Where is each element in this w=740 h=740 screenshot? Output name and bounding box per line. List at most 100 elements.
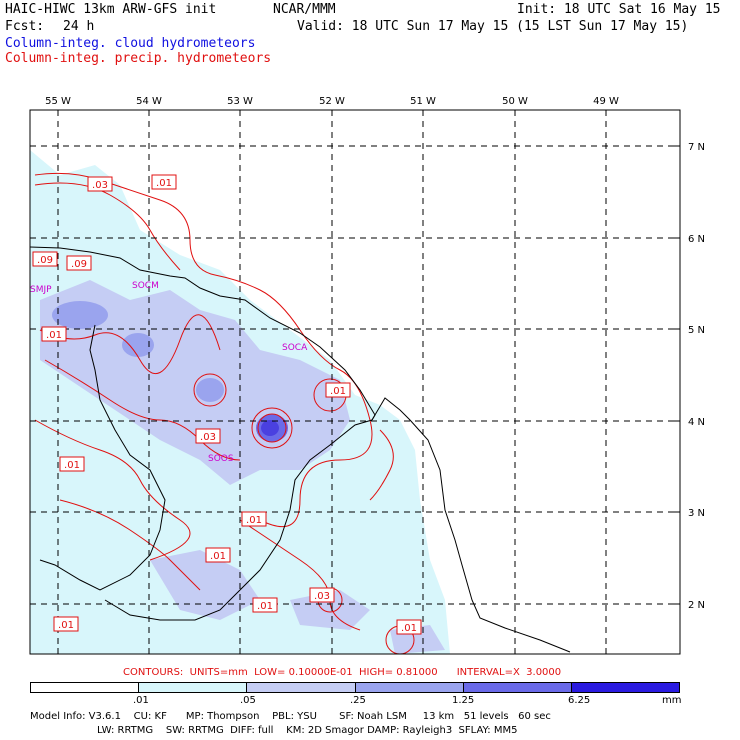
lat-label-4n: 4 N: [688, 417, 705, 428]
border-line: [39, 324, 166, 591]
colorbar-bin-4: [354, 683, 463, 692]
fcst-value: 24 h: [63, 19, 95, 34]
contour-label-text: .01: [58, 620, 74, 631]
precip-contour: [59, 499, 201, 591]
lat-label-2n: 2 N: [688, 600, 705, 611]
contour-label: .09: [32, 251, 58, 267]
precip-contour: [44, 359, 241, 461]
colorbar-tick: .25: [350, 695, 366, 706]
contour-label: .01: [252, 597, 278, 613]
contour-label: .01: [205, 547, 231, 563]
init-time: Init: 18 UTC Sat 16 May 15: [517, 2, 721, 17]
contour-label-box: [87, 176, 113, 192]
contour-label: .01: [325, 382, 351, 398]
org-label: NCAR/MMM: [273, 2, 336, 17]
border-line: [104, 419, 373, 621]
field-precip-title: Column-integ. precip. hydrometeors: [5, 51, 272, 66]
lat-label-6n: 6 N: [688, 234, 705, 245]
cloud-shade-core-1: [52, 301, 108, 329]
contour-label-box: [151, 174, 177, 190]
contour-label: .01: [241, 511, 267, 527]
lon-label-52w: 52 W: [319, 96, 345, 107]
contour-label-box: [32, 251, 58, 267]
station-soos: SOOS: [208, 454, 234, 464]
coastline: [30, 246, 376, 421]
colorbar-tick: 6.25: [568, 695, 591, 706]
contour-label-box: [53, 616, 79, 632]
precip-contour-ring: [193, 373, 227, 407]
contour-label: .01: [396, 619, 422, 635]
contour-label: .01: [41, 326, 67, 342]
station-soca: SOCA: [282, 343, 308, 353]
colorbar-tick: 1.25: [452, 695, 475, 706]
model-title: HAIC-HIWC 13km ARW-GFS init: [5, 2, 217, 17]
precip-contour-ring: [251, 407, 293, 449]
lon-label-54w: 54 W: [136, 96, 162, 107]
contour-label-text: .01: [46, 330, 62, 341]
contour-label-text: .01: [330, 386, 346, 397]
colorbar-unit: mm: [662, 695, 682, 706]
precip-contours: [34, 172, 415, 654]
model-info-line1: Model Info: V3.6.1 CU: KF MP: Thompson P…: [30, 711, 551, 722]
field-cloud-title: Column-integ. cloud hydrometeors: [5, 36, 256, 51]
contour-label-text: .03: [200, 432, 216, 443]
lon-label-50w: 50 W: [502, 96, 528, 107]
precip-contour: [369, 429, 394, 501]
colorbar-tick: .05: [240, 695, 256, 706]
precip-contour: [239, 519, 361, 631]
contour-label: .01: [151, 174, 177, 190]
contour-label: .03: [87, 176, 113, 192]
contour-info: CONTOURS: UNITS=mm LOW= 0.10000E-01 HIGH…: [123, 667, 562, 678]
contour-label: .01: [59, 456, 85, 472]
precip-contour: [34, 182, 181, 271]
contour-label-box: [41, 326, 67, 342]
precip-contour: [39, 314, 221, 374]
contour-label-box: [396, 619, 422, 635]
precip-contour: [34, 419, 191, 561]
coastline: [371, 397, 571, 653]
colorbar-bin-3: [246, 683, 355, 692]
cloud-shade-core-3: [196, 378, 224, 402]
contour-label-box: [66, 255, 92, 271]
lon-label-51w: 51 W: [410, 96, 436, 107]
contour-label-text: .09: [71, 259, 87, 270]
contour-label-text: .01: [210, 551, 226, 562]
valid-time: Valid: 18 UTC Sun 17 May 15 (15 LST Sun …: [297, 19, 689, 34]
contour-label-box: [309, 587, 335, 603]
lon-label-53w: 53 W: [227, 96, 253, 107]
cloud-shade-core-2: [122, 333, 154, 357]
map-frame: [29, 109, 681, 655]
contour-label-text: .09: [37, 255, 53, 266]
contour-label-box: [195, 428, 221, 444]
contour-label-box: [241, 511, 267, 527]
colorbar-bin-6: [570, 683, 680, 692]
coastlines: [30, 246, 571, 653]
colorbar: [30, 682, 680, 693]
colorbar-tick: .01: [133, 695, 149, 706]
precip-contour-ring: [257, 413, 287, 443]
colorbar-bin-2: [138, 683, 247, 692]
contour-label: .03: [195, 428, 221, 444]
lat-label-5n: 5 N: [688, 325, 705, 336]
contour-label-text: .01: [257, 601, 273, 612]
contour-label-text: .01: [246, 515, 262, 526]
contour-labels: .03 .01 .09 .09 .01 .01 .03 .01 .01 .01 .01 .03 .01.…: [32, 174, 422, 635]
cloud-shade-light-2: [30, 180, 70, 250]
fcst-label: Fcst:: [5, 19, 45, 34]
station-socm: SOCM: [132, 281, 159, 291]
contour-label-text: .03: [92, 180, 108, 191]
model-info-line2: LW: RRTMG SW: RRTMG DIFF: full KM: 2D Sm…: [97, 725, 518, 736]
contour-label-box: [252, 597, 278, 613]
contour-label-text: .01: [401, 623, 417, 634]
contour-label: .01: [53, 616, 79, 632]
lon-label-49w: 49 W: [593, 96, 619, 107]
precip-contour: [34, 172, 373, 528]
contour-label-text: .01: [64, 460, 80, 471]
station-smjp: SMJP: [30, 285, 52, 295]
colorbar-bin-1: [31, 683, 139, 692]
graticule: [30, 110, 680, 654]
contour-label: .03: [309, 587, 335, 603]
lon-label-55w: 55 W: [45, 96, 71, 107]
contour-label-text: .03: [314, 591, 330, 602]
